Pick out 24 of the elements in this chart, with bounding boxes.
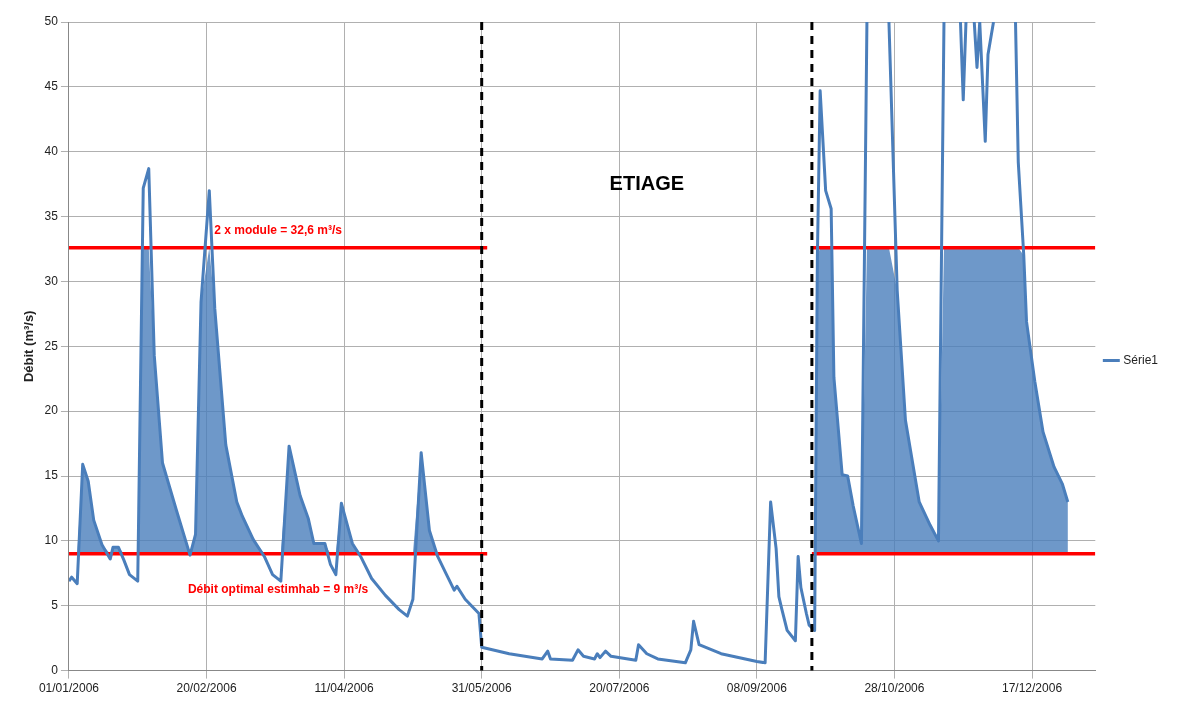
y-tick-label: 15 xyxy=(44,468,59,483)
y-tick-label: 10 xyxy=(44,533,59,548)
annotation: ETIAGE xyxy=(609,171,685,194)
x-tick-label: 01/01/2006 xyxy=(38,681,100,696)
y-tick-label: 40 xyxy=(44,144,59,159)
annotation: 2 x module = 32,6 m³/s xyxy=(214,223,343,238)
x-tick-label: 20/07/2006 xyxy=(589,681,650,696)
x-tick-label: 20/02/2006 xyxy=(176,681,237,696)
annotation: Débit optimal estimhab = 9 m³/s xyxy=(187,582,369,597)
y-tick-label: 50 xyxy=(44,14,59,29)
y-tick-label: 45 xyxy=(44,79,59,94)
y-axis-title: Débit (m³/s) xyxy=(21,310,37,383)
x-tick-label: 17/12/2006 xyxy=(1001,681,1063,696)
legend-label: Série1 xyxy=(1123,352,1159,367)
x-tick-label: 31/05/2006 xyxy=(451,681,513,696)
y-tick-label: 0 xyxy=(51,662,59,677)
y-tick-label: 30 xyxy=(44,273,59,288)
x-tick-label: 08/09/2006 xyxy=(726,681,788,696)
y-tick-label: 20 xyxy=(44,403,59,418)
x-tick-label: 11/04/2006 xyxy=(314,681,375,696)
y-tick-label: 5 xyxy=(51,598,59,613)
y-tick-label: 25 xyxy=(44,338,59,353)
y-tick-label: 35 xyxy=(44,208,59,223)
x-tick-label: 28/10/2006 xyxy=(864,681,925,696)
